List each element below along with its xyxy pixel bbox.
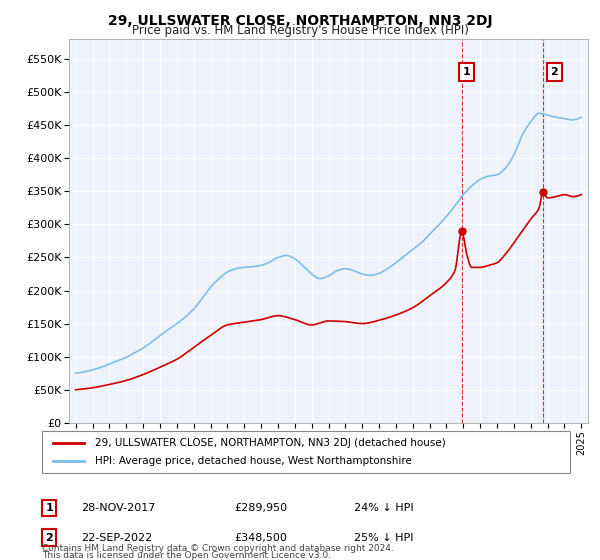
Text: This data is licensed under the Open Government Licence v3.0.: This data is licensed under the Open Gov… [42,551,331,560]
Text: 24% ↓ HPI: 24% ↓ HPI [354,503,413,513]
Text: 22-SEP-2022: 22-SEP-2022 [81,533,152,543]
Text: 2: 2 [46,533,53,543]
Text: £348,500: £348,500 [234,533,287,543]
Text: Price paid vs. HM Land Registry's House Price Index (HPI): Price paid vs. HM Land Registry's House … [131,24,469,37]
Text: 28-NOV-2017: 28-NOV-2017 [81,503,155,513]
Text: 29, ULLSWATER CLOSE, NORTHAMPTON, NN3 2DJ: 29, ULLSWATER CLOSE, NORTHAMPTON, NN3 2D… [107,14,493,28]
Text: 1: 1 [46,503,53,513]
Text: 25% ↓ HPI: 25% ↓ HPI [354,533,413,543]
Text: HPI: Average price, detached house, West Northamptonshire: HPI: Average price, detached house, West… [95,456,412,466]
Text: 1: 1 [463,67,470,77]
Text: Contains HM Land Registry data © Crown copyright and database right 2024.: Contains HM Land Registry data © Crown c… [42,544,394,553]
Text: 29, ULLSWATER CLOSE, NORTHAMPTON, NN3 2DJ (detached house): 29, ULLSWATER CLOSE, NORTHAMPTON, NN3 2D… [95,438,446,448]
Text: 2: 2 [550,67,558,77]
Text: £289,950: £289,950 [234,503,287,513]
FancyBboxPatch shape [42,431,570,473]
